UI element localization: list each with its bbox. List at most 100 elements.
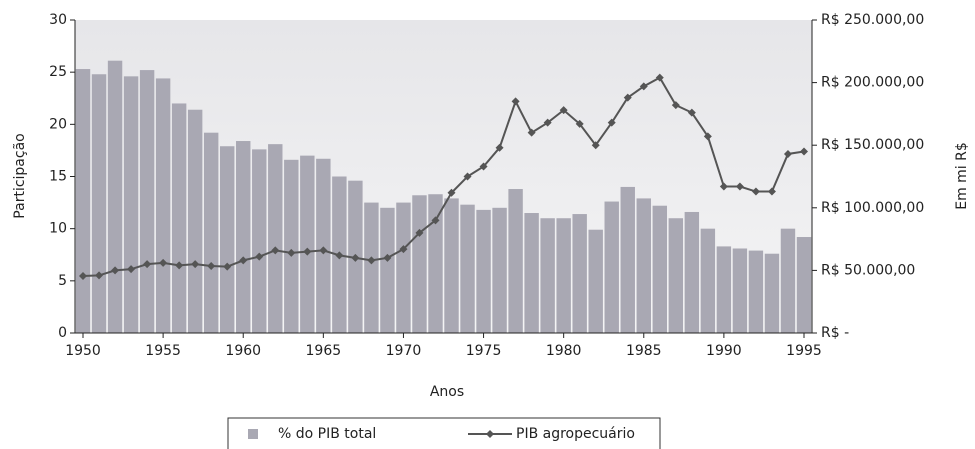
line-marker <box>767 187 776 196</box>
legend-label: PIB agropecuário <box>516 426 635 442</box>
y-tick-label: 10 <box>49 221 67 237</box>
bar <box>684 211 700 333</box>
line-marker <box>591 141 600 150</box>
bar <box>540 218 555 333</box>
line-marker <box>447 188 456 197</box>
y2-tick-label: R$ 250.000,00 <box>821 12 924 28</box>
bar <box>764 253 780 333</box>
y-tick-label: 0 <box>58 325 67 341</box>
y2-tick-label: R$ 100.000,00 <box>821 200 924 216</box>
line-marker <box>271 246 280 255</box>
y-tick-label: 25 <box>49 64 67 80</box>
line-marker <box>575 119 584 128</box>
line-marker <box>495 143 504 152</box>
line-marker <box>319 246 328 255</box>
bar <box>107 60 123 333</box>
bar <box>716 246 732 333</box>
bar <box>412 195 427 333</box>
bar <box>604 201 619 333</box>
line-marker <box>479 162 488 171</box>
line-marker <box>623 93 632 102</box>
line-marker <box>399 245 408 254</box>
bar <box>187 109 203 333</box>
x-axis-label: Anos <box>430 384 464 400</box>
x-tick-label: 1995 <box>786 343 822 359</box>
line-marker <box>127 265 136 274</box>
x-tick-label: 1985 <box>626 343 662 359</box>
bar <box>203 132 219 333</box>
line-marker <box>95 271 104 280</box>
line-marker <box>223 262 232 271</box>
x-tick-label: 1965 <box>306 343 342 359</box>
line-marker <box>639 82 648 91</box>
line-marker <box>543 118 552 127</box>
x-tick-label: 1955 <box>145 343 181 359</box>
line-marker <box>463 172 472 181</box>
line-marker <box>351 253 360 262</box>
bar <box>284 159 299 333</box>
line-marker <box>527 128 536 137</box>
bar <box>428 194 443 333</box>
x-tick-label: 1980 <box>546 343 582 359</box>
bar <box>588 229 603 333</box>
line-marker <box>383 253 392 262</box>
line-marker <box>255 252 264 261</box>
bar <box>268 144 283 333</box>
line-marker <box>175 261 184 270</box>
bar <box>796 237 812 333</box>
line-marker <box>143 260 152 269</box>
line-marker <box>303 247 312 256</box>
bar <box>572 214 587 333</box>
line-marker <box>783 149 792 158</box>
line-marker <box>415 228 424 237</box>
bar <box>300 155 315 333</box>
bar <box>171 103 187 333</box>
bar <box>316 158 331 333</box>
line-marker <box>655 73 664 82</box>
y2-tick-label: R$ - <box>821 325 849 341</box>
line-marker <box>735 182 744 191</box>
bar <box>732 248 748 333</box>
bar <box>155 78 171 333</box>
line-marker <box>207 262 216 271</box>
legend <box>227 417 661 449</box>
y-tick-label: 20 <box>49 116 67 132</box>
x-tick-label: 1960 <box>225 343 261 359</box>
line-marker <box>111 266 120 275</box>
line-marker <box>511 97 520 106</box>
line-marker <box>751 187 760 196</box>
bar <box>91 74 107 334</box>
line-marker <box>79 272 88 281</box>
line <box>82 76 805 278</box>
bar <box>139 70 155 333</box>
line-marker <box>287 248 296 257</box>
legend-label: % do PIB total <box>278 426 376 442</box>
x-tick-label: 1950 <box>65 343 101 359</box>
bar <box>780 228 796 333</box>
bar <box>252 149 267 333</box>
y2-tick-label: R$ 150.000,00 <box>821 137 924 153</box>
line-marker <box>191 260 200 269</box>
y2-axis-label: Em mi R$ <box>954 142 970 210</box>
bar <box>236 141 251 333</box>
bar <box>219 146 235 333</box>
y-tick-label: 15 <box>49 169 67 185</box>
bar <box>668 218 684 333</box>
line-marker <box>687 108 696 117</box>
bar <box>492 207 507 333</box>
line-marker <box>703 132 712 141</box>
legend-swatch <box>486 430 494 438</box>
y-axis-label: Participação <box>12 133 28 218</box>
line-marker <box>159 258 168 267</box>
line-marker <box>559 106 568 115</box>
bar <box>444 198 459 333</box>
bar <box>700 228 716 333</box>
line-marker <box>431 216 440 225</box>
x-tick-label: 1990 <box>706 343 742 359</box>
legend-swatch <box>248 429 258 439</box>
line-marker <box>367 256 376 265</box>
line-marker <box>607 118 616 127</box>
x-tick-label: 1970 <box>386 343 422 359</box>
line-marker <box>671 101 680 110</box>
y-tick-label: 5 <box>58 273 67 289</box>
